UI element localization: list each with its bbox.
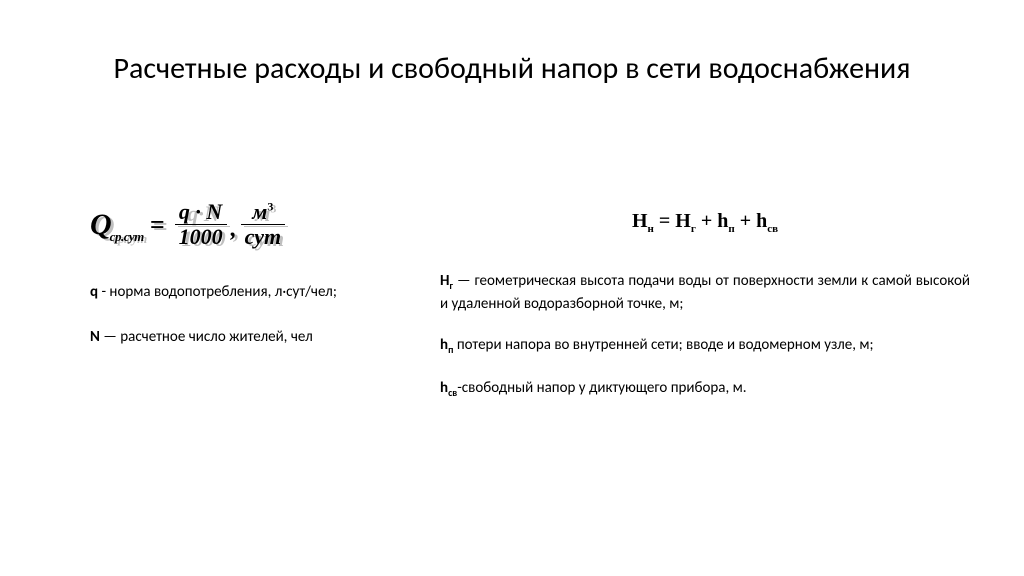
plus2: + <box>735 210 756 232</box>
def-Hg: Hг — геометрическая высота подачи воды о… <box>440 271 970 315</box>
page-title: Расчетные расходы и свободный напор в се… <box>0 50 1024 88</box>
def-hsv: hсв-свободный напор у диктующего прибора… <box>440 378 970 401</box>
hp: h <box>717 210 728 232</box>
def-hp-sym: h <box>440 336 448 354</box>
def-N-text: — расчетное число жителей, чел <box>100 328 313 346</box>
def-hp-text: потери напора во внутренней сети; вводе … <box>457 336 874 354</box>
Hn: H <box>632 210 648 232</box>
Heq: = <box>654 210 670 232</box>
plus1: + <box>696 210 717 232</box>
def-hp-sub: п <box>448 343 453 356</box>
frac-num: q · N <box>175 200 226 224</box>
def-hsv-sym: h <box>440 379 448 397</box>
frac-qn: q · N 1000 <box>175 200 227 249</box>
right-column: Hн = Hг + hп + hсв Hг — геометрическая в… <box>440 210 970 420</box>
hsv-sub: св <box>767 223 778 235</box>
sym-Q-sub: ср.сут <box>110 229 144 249</box>
def-q: q - норма водопотребления, л·сут/чел; <box>90 282 410 303</box>
def-hsv-sub: св <box>448 386 457 399</box>
frac-unit: м3 сут <box>241 200 286 249</box>
slide: Расчетные расходы и свободный напор в се… <box>0 0 1024 576</box>
formula-q: Q ср.сут = q·N 1000 , м3 сут <box>90 200 410 270</box>
def-N: N — расчетное число жителей, чел <box>90 327 410 348</box>
unit-num: м3 <box>248 200 277 224</box>
def-hsv-text: -свободный напор у диктующего прибора, м… <box>457 379 746 397</box>
hsv: h <box>756 210 767 232</box>
Hg: H <box>675 210 691 232</box>
def-N-sym: N <box>90 328 100 346</box>
eq: = <box>144 210 171 240</box>
unit-den: сут <box>241 225 286 249</box>
def-q-sym: q <box>90 283 98 301</box>
comma: , <box>231 216 237 249</box>
def-Hg-text: — геометрическая высота подачи воды от п… <box>440 272 970 313</box>
formula-q-block: Q ср.сут = q·N 1000 , м3 сут <box>90 200 410 270</box>
formula-h: Hн = Hг + hп + hсв <box>440 210 970 235</box>
frac-den: 1000 <box>175 225 227 249</box>
defs-right: Hг — геометрическая высота подачи воды о… <box>440 271 970 400</box>
def-hp: hп потери напора во внутренней сети; вво… <box>440 335 970 358</box>
def-q-text: - норма водопотребления, л·сут/чел; <box>98 283 337 301</box>
sym-Q: Q <box>90 208 110 242</box>
defs-left: q - норма водопотребления, л·сут/чел; N … <box>90 282 410 372</box>
